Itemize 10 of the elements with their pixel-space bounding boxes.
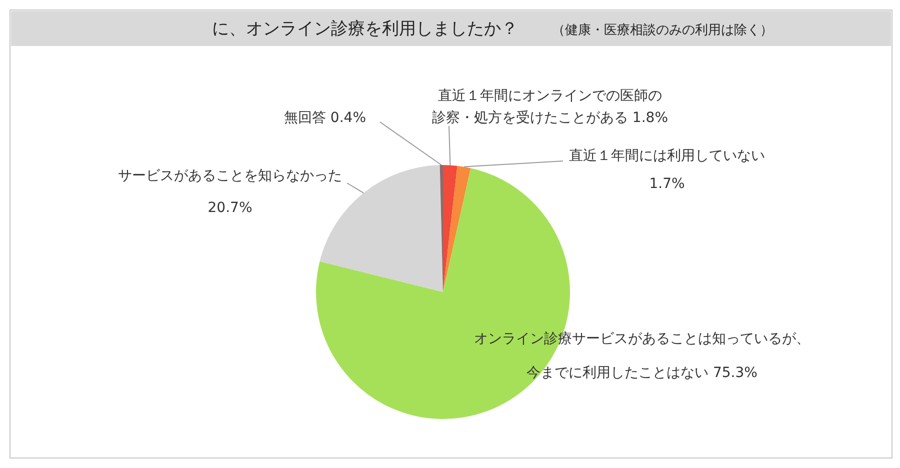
data-label: 20.7% — [208, 200, 252, 216]
pie-slice — [443, 165, 458, 292]
slice-label: 直近１年間にオンラインでの医師の診察・処方を受けたことがある 1.8% — [432, 88, 668, 126]
data-label: 1.7% — [649, 176, 685, 192]
chart-subtitle: （健康・医療相談のみの利用は除く） — [552, 23, 773, 38]
chart-title: に、オンライン診療を利用しましたか？ — [212, 19, 518, 39]
slice-label: 無回答 0.4% — [284, 110, 366, 126]
slice-label: 直近１年間には利用していない — [569, 148, 765, 164]
pie-slice — [443, 166, 471, 292]
slice-label: サービスがあることを知らなかった — [118, 168, 342, 184]
